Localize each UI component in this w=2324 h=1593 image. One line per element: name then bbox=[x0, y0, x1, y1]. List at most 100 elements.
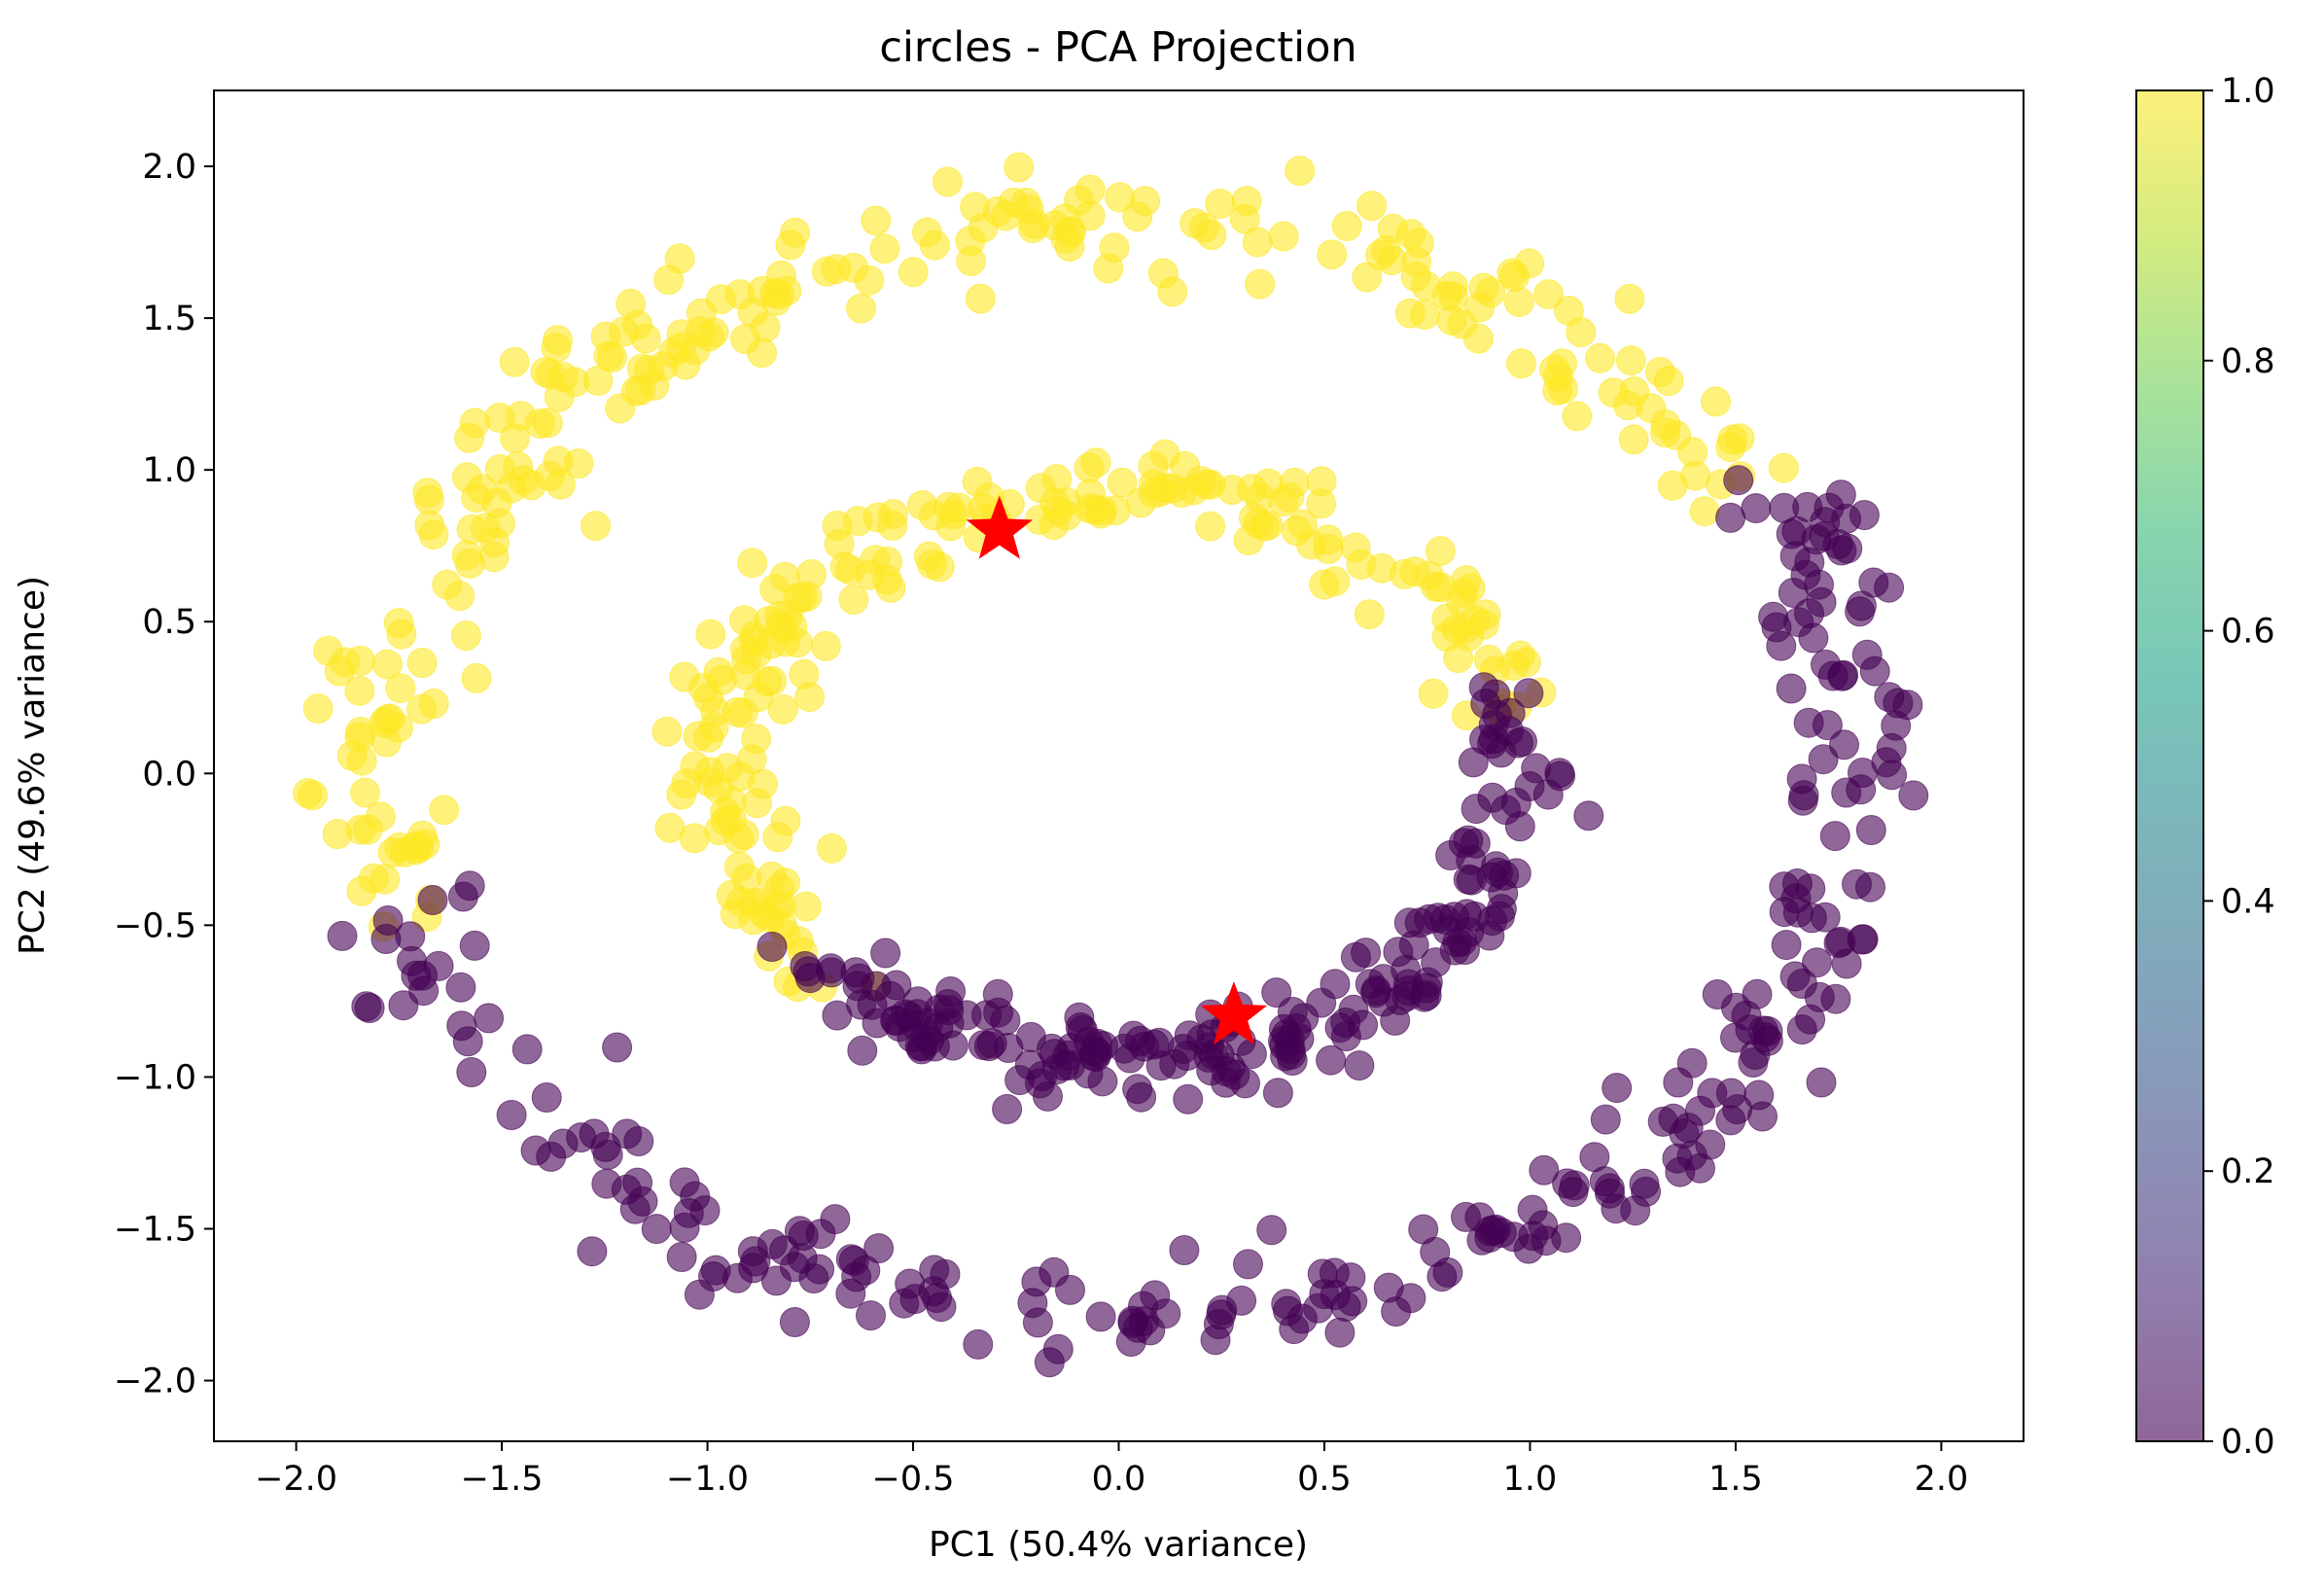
scatter-point bbox=[1486, 737, 1517, 768]
scatter-point bbox=[1233, 1249, 1263, 1280]
scatter-point bbox=[680, 1181, 711, 1212]
scatter-point bbox=[763, 279, 794, 310]
colorbar-tick-label: 0.6 bbox=[2221, 613, 2275, 652]
scatter-point bbox=[456, 513, 487, 545]
scatter-point bbox=[1768, 452, 1799, 483]
scatter-point bbox=[1877, 760, 1908, 791]
scatter-point bbox=[982, 978, 1013, 1009]
scatter-point bbox=[811, 256, 842, 287]
scatter-point bbox=[1027, 1061, 1058, 1092]
scatter-point bbox=[345, 814, 376, 845]
scatter-point bbox=[388, 990, 419, 1021]
scatter-point bbox=[1855, 815, 1886, 845]
scatter-point bbox=[1602, 1073, 1633, 1104]
scatter-point bbox=[861, 205, 892, 236]
scatter-point bbox=[913, 541, 944, 572]
scatter-point bbox=[417, 885, 448, 915]
scatter-point bbox=[1403, 228, 1434, 259]
scatter-point bbox=[657, 337, 688, 369]
scatter-point bbox=[935, 511, 967, 542]
scatter-point bbox=[474, 1003, 505, 1034]
scatter-point bbox=[820, 1204, 851, 1235]
plot-area bbox=[293, 152, 1929, 1378]
scatter-point bbox=[577, 1236, 608, 1267]
scatter-point bbox=[1806, 1067, 1837, 1098]
scatter-point bbox=[1481, 699, 1512, 730]
scatter-point bbox=[450, 620, 481, 652]
scatter-point bbox=[1810, 902, 1841, 933]
scatter-point bbox=[898, 257, 929, 288]
scatter-point bbox=[1421, 571, 1451, 602]
scatter-point bbox=[1562, 401, 1593, 432]
scatter-point bbox=[835, 554, 866, 585]
scatter-point bbox=[1829, 729, 1859, 761]
scatter-point bbox=[1279, 1314, 1310, 1345]
scatter-point bbox=[854, 265, 885, 296]
scatter-point bbox=[324, 655, 355, 687]
scatter-point bbox=[1795, 1004, 1826, 1035]
scatter-point bbox=[1855, 871, 1885, 903]
scatter-point bbox=[1786, 969, 1817, 999]
scatter-point bbox=[1306, 488, 1337, 519]
scatter-point bbox=[1287, 509, 1319, 540]
x-tick-label: −1.0 bbox=[666, 1460, 749, 1499]
scatter-point bbox=[740, 1246, 771, 1277]
scatter-point bbox=[1898, 780, 1929, 811]
scatter-point bbox=[1042, 495, 1074, 526]
scatter-point bbox=[872, 546, 903, 577]
y-tick-label: 1.5 bbox=[142, 300, 196, 338]
scatter-point bbox=[962, 467, 993, 497]
scatter-point bbox=[1504, 811, 1535, 842]
scatter-point bbox=[875, 572, 906, 603]
scatter-point bbox=[1566, 317, 1597, 348]
scatter-point bbox=[1365, 239, 1396, 270]
scatter-point bbox=[1017, 1288, 1048, 1319]
scatter-point bbox=[1517, 1194, 1548, 1225]
scatter-point bbox=[496, 1100, 527, 1130]
scatter-point bbox=[1303, 1292, 1333, 1324]
scatter-point bbox=[1366, 552, 1397, 584]
scatter-point bbox=[1271, 1289, 1302, 1320]
y-tick-label: 2.0 bbox=[142, 148, 196, 187]
scatter-point bbox=[720, 899, 751, 930]
scatter-point bbox=[767, 693, 798, 725]
colorbar-frame bbox=[2135, 89, 2204, 1442]
scatter-point bbox=[1174, 1020, 1205, 1051]
scatter-point bbox=[757, 932, 788, 962]
scatter-point bbox=[1256, 1215, 1287, 1246]
scatter-point bbox=[1615, 345, 1646, 376]
colorbar-tick-label: 1.0 bbox=[2221, 72, 2275, 111]
scatter-point bbox=[869, 233, 900, 265]
scatter-point bbox=[1559, 1170, 1590, 1201]
scatter-point bbox=[1344, 1050, 1375, 1081]
scatter-point bbox=[653, 265, 684, 296]
scatter-point bbox=[1431, 280, 1462, 311]
scatter-point bbox=[870, 938, 901, 969]
scatter-point bbox=[454, 870, 485, 902]
scatter-point bbox=[666, 1242, 697, 1272]
scatter-point bbox=[1892, 690, 1923, 721]
scatter-point bbox=[1418, 678, 1449, 709]
scatter-point bbox=[1533, 279, 1564, 310]
scatter-point bbox=[743, 682, 774, 713]
x-tick-label: −0.5 bbox=[872, 1460, 955, 1499]
scatter-point bbox=[1481, 851, 1511, 882]
scatter-point bbox=[1847, 924, 1878, 955]
scatter-point bbox=[581, 511, 612, 542]
scatter-point bbox=[748, 768, 779, 799]
scatter-point bbox=[1105, 182, 1136, 213]
scatter-point bbox=[669, 1212, 700, 1243]
scatter-point bbox=[1331, 211, 1362, 241]
scatter-point bbox=[1573, 800, 1604, 832]
scatter-point bbox=[1663, 1067, 1694, 1098]
scatter-point bbox=[1742, 978, 1773, 1009]
centroid-star-marker bbox=[966, 495, 1034, 559]
scatter-point bbox=[1411, 980, 1442, 1011]
scatter-point bbox=[1503, 287, 1534, 317]
scatter-point bbox=[1848, 758, 1878, 788]
scatter-point bbox=[406, 693, 437, 725]
scatter-point bbox=[623, 1126, 654, 1156]
colorbar-ticks: 0.0 0.2 0.4 0.6 0.8 1.0 bbox=[2203, 72, 2275, 1462]
scatter-point bbox=[1449, 614, 1480, 645]
x-tick-label: 0.0 bbox=[1092, 1460, 1146, 1499]
